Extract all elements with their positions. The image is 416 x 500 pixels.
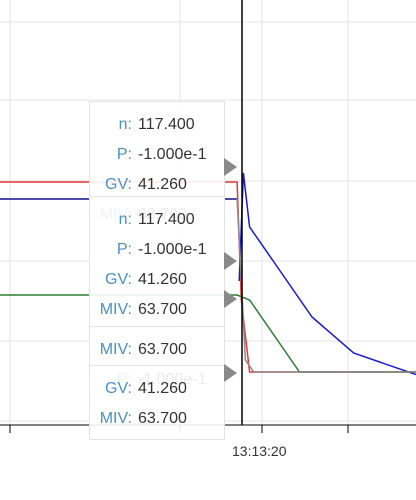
tooltip-value: 63.700 — [138, 301, 187, 318]
tooltip-4: GV: 41.260 MIV: 63.700 — [89, 365, 225, 440]
tooltip-3-pointer — [224, 290, 237, 308]
tooltip-key: P: — [116, 241, 132, 258]
tooltip-key: MIV: — [99, 341, 132, 358]
tooltip-key: n: — [118, 116, 132, 133]
tooltip-key: GV: — [105, 380, 132, 397]
tooltip-key: MIV: — [99, 410, 132, 427]
tooltip-row: GV: 41.260 — [90, 170, 224, 200]
tooltip-value: 41.260 — [138, 271, 187, 288]
tooltip-key: n: — [118, 211, 132, 228]
series-line-n — [238, 172, 416, 376]
tooltip-value: 63.700 — [138, 410, 187, 427]
tooltip-value: 41.260 — [138, 176, 187, 193]
tooltip-2-pointer — [224, 252, 237, 270]
tooltip-key: GV: — [105, 271, 132, 288]
tooltip-value: 41.260 — [138, 380, 187, 397]
tooltip-row: MIV: 63.700 — [90, 295, 224, 325]
series-line-gray — [236, 198, 416, 373]
tooltip-value: -1.000e-1 — [138, 146, 207, 163]
tooltip-value: 63.700 — [138, 341, 187, 358]
tooltip-key: GV: — [105, 176, 132, 193]
tooltip-row: MIV: 63.700 — [90, 404, 224, 434]
tooltip-value: 117.400 — [138, 211, 195, 228]
tooltip-2: n: 117.400 P: -1.000e-1 GV: 41.260 MIV: 63.700 — [89, 196, 225, 334]
tooltip-key: MIV: — [99, 301, 132, 318]
tooltip-row: P: -1.000e-1 — [90, 235, 224, 265]
tooltip-row: n: 117.400 — [90, 205, 224, 235]
tooltip-row: n: 117.400 — [90, 110, 224, 140]
tooltip-row: P: -1.000e-1 — [90, 140, 224, 170]
tooltip-row: GV: 41.260 — [90, 374, 224, 404]
x-tick-label: 13:13:20 — [232, 443, 287, 459]
tooltip-row: MIV: 63.700 — [90, 335, 224, 365]
tooltip-value: -1.000e-1 — [138, 241, 207, 258]
tooltip-1-pointer — [224, 158, 237, 176]
tooltip-key: P: — [116, 146, 132, 163]
tooltip-value: 117.400 — [138, 116, 195, 133]
tooltip-4-pointer — [224, 364, 237, 382]
tooltip-row: GV: 41.260 — [90, 265, 224, 295]
